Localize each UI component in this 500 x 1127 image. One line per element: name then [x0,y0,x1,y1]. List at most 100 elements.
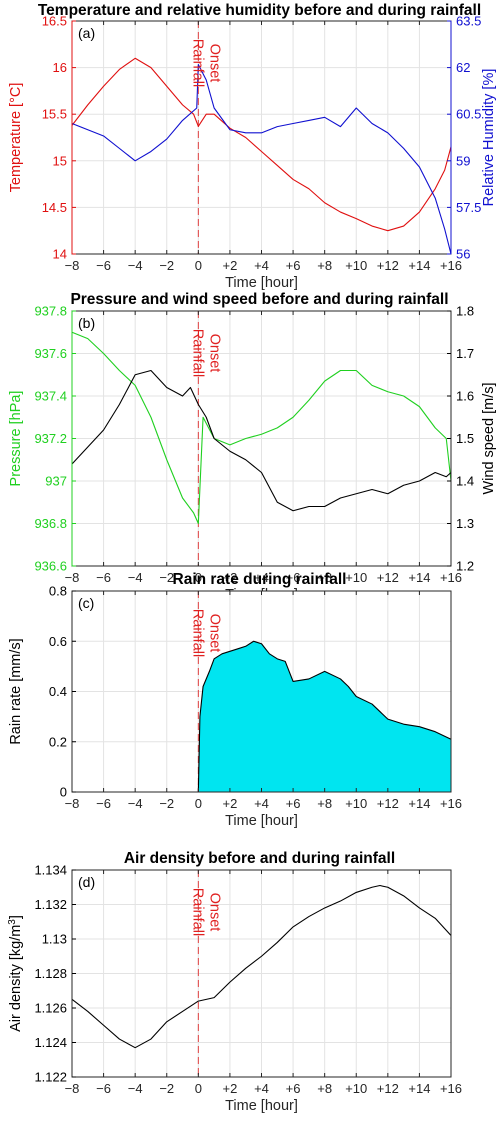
y-tick-label: 16 [53,60,67,75]
y-tick-label: 936.8 [34,516,67,531]
y-right-tick-label: 59 [456,153,470,168]
y-axis-label: Pressure [hPa] [8,391,24,487]
onset-label-rainfall: Rainfall [189,888,205,936]
x-axis-label: Time [hour] [225,275,298,291]
series-line-2 [71,63,452,255]
x-tick-label: +10 [345,258,367,273]
y-tick-label: 14 [53,247,67,262]
x-tick-label: −2 [159,570,174,585]
chart-title: Air density before and during rainfall [124,850,395,867]
x-tick-label: +14 [408,570,430,585]
x-tick-label: 0 [195,570,202,585]
y-right-tick-label: 1.5 [456,431,474,446]
y-tick-label: 0.4 [49,684,67,699]
y-tick-label: 16.5 [42,14,67,29]
chart-panel-1: −8 −6 −4 −2 0 +2 +4 +6 +8 +10 +12 +14 +16 14 14.5 15 15.… [8,2,497,291]
x-tick-label: +12 [377,258,399,273]
y-tick-label: 0 [60,785,67,800]
series-line-2 [71,369,452,512]
x-tick-label: +2 [223,1081,238,1096]
x-tick-label: −8 [65,258,80,273]
y-tick-label: 14.5 [42,200,67,215]
y-tick-label: 1.126 [34,1001,67,1016]
x-tick-label: +6 [286,1081,301,1096]
x-tick-label: +16 [440,1081,462,1096]
x-tick-label: +2 [223,570,238,585]
y-right-tick-label: 57.5 [456,200,481,215]
y-right-tick-label: 1.2 [456,559,474,574]
y-tick-label: 937.6 [34,346,67,361]
y-right-tick-label: 1.4 [456,474,474,489]
y-axis-label: Rain rate [mm/s] [8,638,24,744]
y-tick-label: 1.134 [34,863,67,878]
y-tick-label: 1.128 [34,966,67,981]
y-tick-label: 0.8 [49,584,67,599]
x-tick-label: +16 [440,796,462,811]
x-tick-label: +6 [286,570,301,585]
chart-panel-3: −8 −6 −4 −2 0 +2 +4 +6 +8 +10 +12 +14 +16 0 0.2 0.4 0.6 0… [8,571,462,829]
y-right-tick-label: 63.5 [456,14,481,29]
x-axis-label: Time [hour] [225,813,298,829]
y-right-tick-label: 1.7 [456,346,474,361]
y-right-tick-label: 1.3 [456,516,474,531]
chart-title: Temperature and relative humidity before… [38,2,481,19]
x-tick-label: +4 [254,258,269,273]
x-tick-label: +2 [223,258,238,273]
x-tick-label: −8 [65,1081,80,1096]
x-tick-label: +4 [254,796,269,811]
onset-label-onset: Onset [206,893,222,932]
x-tick-label: +16 [440,570,462,585]
x-tick-label: −6 [96,258,111,273]
x-tick-label: +8 [317,1081,332,1096]
y-tick-label: 937 [45,474,67,489]
x-axis-label: Time [hour] [225,1098,298,1114]
series-line-1 [71,331,452,525]
chart-title: Pressure and wind speed before and durin… [70,291,448,308]
onset-label-onset: Onset [206,334,222,373]
x-tick-label: −2 [159,796,174,811]
y-right-axis-label: Wind speed [m/s] [481,382,497,494]
x-tick-label: −2 [159,258,174,273]
onset-label-onset: Onset [206,44,222,83]
x-tick-label: 0 [195,1081,202,1096]
y-tick-label: 937.8 [34,304,67,319]
x-tick-label: −6 [96,570,111,585]
x-tick-label: −4 [128,796,143,811]
x-tick-label: −2 [159,1081,174,1096]
y-tick-label: 1.124 [34,1035,67,1050]
y-tick-label: 1.132 [34,897,67,912]
y-right-tick-label: 62 [456,60,470,75]
series-area-1 [198,641,451,792]
onset-label-rainfall: Rainfall [189,329,205,377]
y-tick-label: 15.5 [42,107,67,122]
panel-label: (d) [78,874,95,890]
x-tick-label: +14 [408,258,430,273]
x-tick-label: 0 [195,796,202,811]
series-line-1 [71,57,452,232]
chart-title: Rain rate during rainfall [173,571,347,588]
x-tick-label: +4 [254,570,269,585]
x-tick-label: +8 [317,258,332,273]
series-line-1 [71,884,452,1049]
y-tick-label: 937.2 [34,431,67,446]
x-tick-label: +10 [345,570,367,585]
y-tick-label: 936.6 [34,559,67,574]
x-tick-label: −4 [128,258,143,273]
y-right-tick-label: 60.5 [456,107,481,122]
y-axis-label: Temperature [°C] [8,83,24,193]
y-tick-label: 0.2 [49,734,67,749]
onset-label-rainfall: Rainfall [189,39,205,87]
x-tick-label: 0 [195,258,202,273]
y-right-tick-label: 56 [456,247,470,262]
x-tick-label: +14 [408,1081,430,1096]
x-tick-label: +2 [223,796,238,811]
chart-panel-4: −8 −6 −4 −2 0 +2 +4 +6 +8 +10 +12 +14 +16 1.122 1.124 1… [7,850,463,1114]
chart-panel-2: −8 −6 −4 −2 0 +2 +4 +6 +8 +10 +12 +14 +16 936.6 936.8 9… [8,291,497,603]
y-tick-label: 1.122 [34,1070,67,1085]
x-tick-label: +4 [254,1081,269,1096]
panel-label: (c) [78,595,94,611]
x-tick-label: −4 [128,570,143,585]
x-tick-label: +12 [377,796,399,811]
y-tick-label: 15 [53,153,67,168]
x-tick-label: +12 [377,570,399,585]
